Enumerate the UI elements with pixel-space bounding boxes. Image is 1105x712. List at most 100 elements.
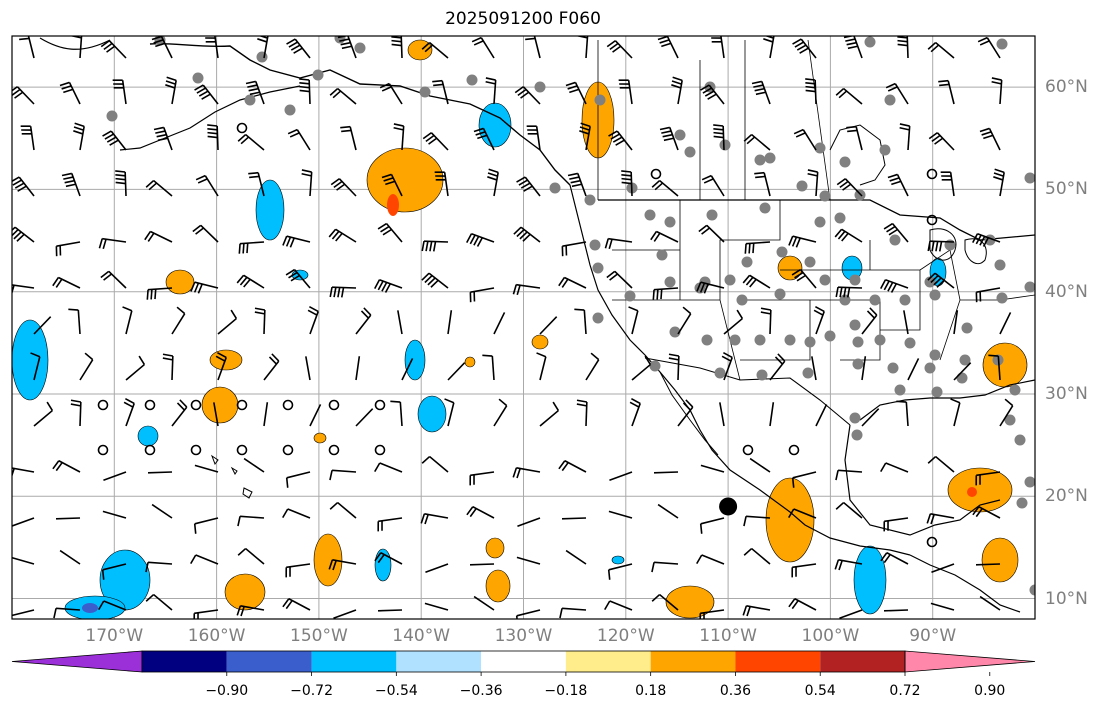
calm-wind-circle	[282, 444, 294, 456]
wind-barb-staff	[380, 552, 403, 565]
wind-barb-staff	[102, 510, 127, 519]
wind-barb-feather	[835, 470, 839, 481]
wind-barb-feather	[742, 605, 748, 616]
wind-barb-staff	[151, 503, 173, 519]
wind-barb-staff	[896, 174, 909, 197]
wind-barb-feather	[887, 86, 898, 92]
wind-barb-feather	[330, 178, 340, 186]
wind-barb-feather	[333, 287, 337, 298]
wind-barb-feather	[515, 615, 518, 619]
wind-barb-feather	[796, 274, 806, 282]
wind-barb-feather	[391, 33, 401, 34]
wind-barb-feather	[799, 47, 809, 54]
wind-barb-feather	[84, 352, 94, 361]
wind-barb-staff	[355, 408, 374, 427]
wind-barb-feather	[883, 222, 893, 230]
wind-barb-feather	[249, 91, 260, 96]
wind-barb-staff	[377, 609, 403, 612]
wind-barb-staff	[614, 270, 633, 289]
station-dot	[849, 319, 861, 331]
wind-barb-feather	[157, 137, 168, 142]
wind-barb-staff	[441, 80, 449, 105]
wind-barb-staff	[68, 82, 81, 105]
wind-barb-feather	[196, 87, 206, 94]
wind-barb-feather	[155, 130, 166, 134]
wind-barb-feather	[482, 354, 493, 357]
wind-barb-feather	[391, 36, 402, 39]
wind-barb-feather	[561, 462, 569, 472]
wind-barb-staff	[838, 559, 863, 565]
wind-barb-feather	[162, 353, 173, 357]
wind-barb-staff	[56, 607, 81, 611]
station-dot	[1024, 281, 1035, 293]
wind-barb-feather	[975, 234, 982, 245]
calm-wind-circle	[144, 399, 156, 411]
calm-wind-circle	[236, 122, 248, 134]
station-dot	[334, 36, 346, 44]
wind-barb-staff	[12, 609, 35, 617]
wind-barb-feather	[207, 135, 218, 139]
wind-barb-staff	[213, 402, 219, 427]
wind-barb-staff	[428, 272, 449, 289]
colorbar-tick-label: 0.18	[635, 683, 667, 699]
wind-barb-staff	[700, 281, 725, 289]
station-dot	[759, 202, 771, 214]
wind-barb-feather	[883, 280, 890, 291]
wind-barb-feather	[699, 523, 703, 534]
wind-barb-staff	[761, 81, 771, 105]
wind-barb-staff	[815, 404, 828, 427]
wind-barb-staff	[171, 355, 174, 381]
station-dot	[719, 139, 731, 151]
wind-barb-feather	[567, 85, 578, 90]
wind-barb-staff	[710, 175, 725, 197]
wind-barb-staff	[947, 80, 955, 105]
wind-barb-staff	[14, 226, 35, 243]
wind-barb-staff	[949, 172, 955, 197]
wind-barb-feather	[744, 243, 747, 254]
wind-barb-staff	[16, 86, 35, 105]
wind-barb-feather	[703, 283, 709, 294]
wind-barb-staff	[517, 517, 541, 527]
calm-wind-circle	[926, 168, 938, 180]
colorbar	[11, 650, 1036, 676]
wind-barb-feather	[432, 79, 443, 83]
wind-barb-feather	[668, 357, 679, 361]
wind-barb-staff	[792, 471, 817, 479]
wind-barb-staff	[71, 173, 81, 197]
wind-barb-feather	[248, 171, 259, 175]
wind-barb-feather	[331, 230, 340, 240]
calm-wind-circle	[144, 444, 156, 456]
lon-tick-label: 120°W	[596, 626, 655, 646]
wind-barb-staff	[565, 549, 587, 565]
wind-barb-feather	[195, 174, 206, 181]
wind-barb-feather	[299, 89, 310, 93]
wind-barb-staff	[286, 563, 311, 569]
wind-barb-staff	[305, 356, 311, 381]
wind-barb-staff	[751, 133, 771, 151]
wind-barb-staff	[200, 224, 219, 243]
station-dot	[644, 209, 656, 221]
wind-barb-feather	[979, 127, 990, 133]
wind-barb-feather	[100, 40, 110, 48]
wind-barb-staff	[577, 173, 587, 197]
wind-barb-staff	[471, 233, 495, 243]
colorbar-segment	[481, 651, 566, 672]
wind-barb-feather	[61, 172, 72, 177]
wind-barb-feather	[138, 355, 146, 365]
wind-barb-feather	[374, 552, 382, 562]
wind-barb-feather	[259, 31, 269, 34]
wind-barb-feather	[73, 126, 84, 131]
wind-barb-feather	[147, 232, 155, 242]
wind-barb-feather	[421, 41, 431, 50]
wind-barb-staff	[424, 513, 449, 519]
wind-barb-feather	[201, 93, 211, 100]
wind-barb-feather	[165, 84, 176, 89]
wind-barb-feather	[755, 91, 766, 96]
wind-barb-staff	[482, 128, 495, 151]
wind-barb-staff	[473, 595, 495, 611]
wind-barb-feather	[230, 309, 238, 319]
wind-barb-feather	[972, 233, 979, 243]
wind-barb-feather	[753, 84, 764, 88]
wind-barb-staff	[700, 517, 725, 525]
wind-barb-staff	[12, 284, 35, 289]
